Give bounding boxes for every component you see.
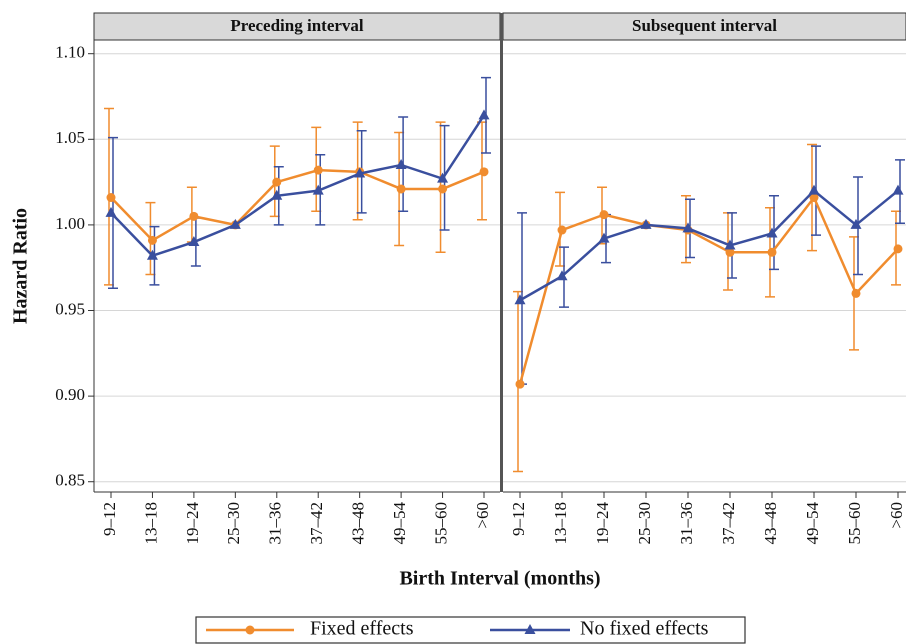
marker [515,379,525,389]
panel-strip [502,12,906,41]
x-tick-label: 25–30 [635,502,654,545]
y-axis-title: Hazard Ratio [10,208,32,324]
x-tick-label: 49–54 [390,502,409,545]
x-axis-title: Birth Interval (months) [399,568,600,590]
marker [809,193,819,203]
marker [271,189,283,200]
marker [438,184,448,194]
x-tick-label: 37–42 [719,502,738,545]
x-tick-label: 31–36 [677,502,696,545]
x-tick-label: 43–48 [761,502,780,545]
x-tick-label: >60 [887,502,906,529]
x-tick-label: 49–54 [803,502,822,545]
marker [767,247,777,257]
marker [725,247,735,257]
legend-label: No fixed effects [580,618,709,640]
x-tick-label: 43–48 [349,502,368,545]
marker [188,236,200,247]
series-line [518,195,899,385]
marker [851,288,861,298]
series-line [110,114,486,258]
panel-title: Subsequent interval [632,16,777,35]
panel-strip [93,12,501,41]
marker [557,225,567,235]
marker [478,109,490,120]
series-line [110,168,485,242]
marker [479,167,489,177]
marker [892,184,904,195]
marker [724,239,736,250]
marker [146,249,158,260]
y-tick-label: 0.85 [55,471,85,490]
y-tick-label: 0.95 [55,299,85,318]
marker [189,211,199,221]
marker [682,222,694,233]
marker [893,244,903,254]
marker [106,193,116,203]
marker [396,184,406,194]
x-tick-label: 19–24 [183,502,202,545]
y-tick-label: 1.10 [55,43,85,62]
marker [272,177,282,187]
panel-title: Preceding interval [230,16,364,35]
marker [313,165,323,175]
marker [598,232,610,243]
x-tick-label: 9–12 [100,502,119,536]
marker [808,184,820,195]
x-tick-label: 31–36 [266,502,285,545]
marker [850,218,862,229]
y-tick-label: 0.90 [55,385,85,404]
legend-label: Fixed effects [310,618,414,640]
x-tick-label: 9–12 [509,502,528,536]
marker [354,167,366,178]
marker [395,158,407,169]
marker [640,218,652,229]
x-tick-label: 25–30 [224,502,243,545]
series-line [519,188,899,302]
marker [514,294,526,305]
y-tick-label: 1.00 [55,214,85,233]
marker [766,227,778,238]
y-tick-label: 1.05 [55,128,85,147]
marker [556,270,568,281]
marker [147,235,157,245]
marker [599,210,609,220]
marker [229,218,241,229]
x-tick-label: 19–24 [593,502,612,545]
x-tick-label: 13–18 [141,502,160,545]
marker [245,625,255,635]
marker [105,206,117,217]
x-tick-label: 55–60 [431,502,450,545]
marker [312,184,324,195]
x-tick-label: 55–60 [845,502,864,545]
x-tick-label: 13–18 [551,502,570,545]
marker [437,172,449,183]
marker [524,624,536,634]
x-tick-label: >60 [473,502,492,529]
x-tick-label: 37–42 [307,502,326,545]
